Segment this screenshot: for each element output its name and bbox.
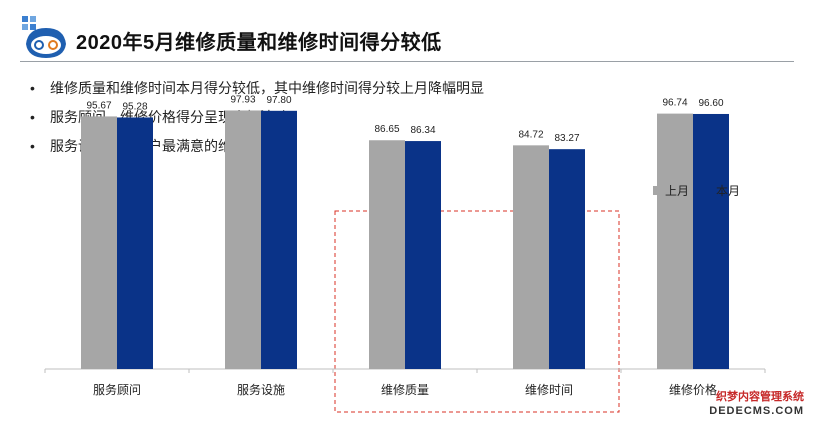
bullet-dot-icon: •	[30, 109, 35, 125]
data-label: 95.67	[86, 100, 111, 111]
bullet-dot-icon: •	[30, 138, 35, 154]
page-title: 2020年5月维修质量和维修时间得分较低	[76, 32, 442, 54]
legend-swatch	[653, 186, 662, 195]
x-tick-label: 维修时间	[525, 382, 573, 397]
bar-last-month	[513, 145, 549, 369]
x-tick-label: 服务顾问	[93, 382, 141, 397]
bullet-text: 维修质量和维修时间本月得分较低，其中维修时间得分较上月降幅明显	[50, 80, 484, 96]
legend-swatch	[704, 186, 713, 195]
bar-last-month	[369, 140, 405, 369]
x-tick-label: 维修价格	[669, 382, 717, 397]
x-tick-label: 维修质量	[381, 382, 429, 397]
bar-this-month	[261, 110, 297, 370]
bullet-dot-icon: •	[30, 80, 35, 96]
bar-this-month	[405, 141, 441, 369]
watermark-line2: DEDECMS.COM	[709, 405, 804, 417]
data-label: 86.65	[374, 124, 399, 135]
company-logo	[22, 16, 66, 58]
data-label: 83.27	[554, 133, 579, 144]
data-label: 95.28	[122, 101, 147, 112]
data-label: 84.72	[518, 129, 543, 140]
title-divider	[20, 61, 794, 62]
x-tick-label: 服务设施	[237, 382, 285, 397]
data-label: 96.74	[662, 98, 687, 109]
bar-this-month	[549, 149, 585, 369]
bar-last-month	[225, 110, 261, 370]
bar-this-month	[693, 113, 729, 369]
data-label: 86.34	[410, 125, 435, 136]
legend-label: 上月	[665, 184, 689, 198]
data-label: 96.60	[698, 98, 723, 109]
watermark: 织梦内容管理系统 DEDECMS.COM	[709, 390, 804, 418]
bar-this-month	[117, 117, 153, 369]
data-label: 97.93	[230, 94, 255, 105]
watermark-line1: 织梦内容管理系统	[716, 391, 804, 403]
bar-last-month	[81, 116, 117, 369]
data-label: 97.80	[266, 95, 291, 106]
bullet-item: • 维修质量和维修时间本月得分较低，其中维修时间得分较上月降幅明显	[28, 78, 484, 107]
legend-label: 本月	[716, 184, 740, 198]
bar-last-month	[657, 113, 693, 369]
highlight-box	[334, 210, 620, 413]
